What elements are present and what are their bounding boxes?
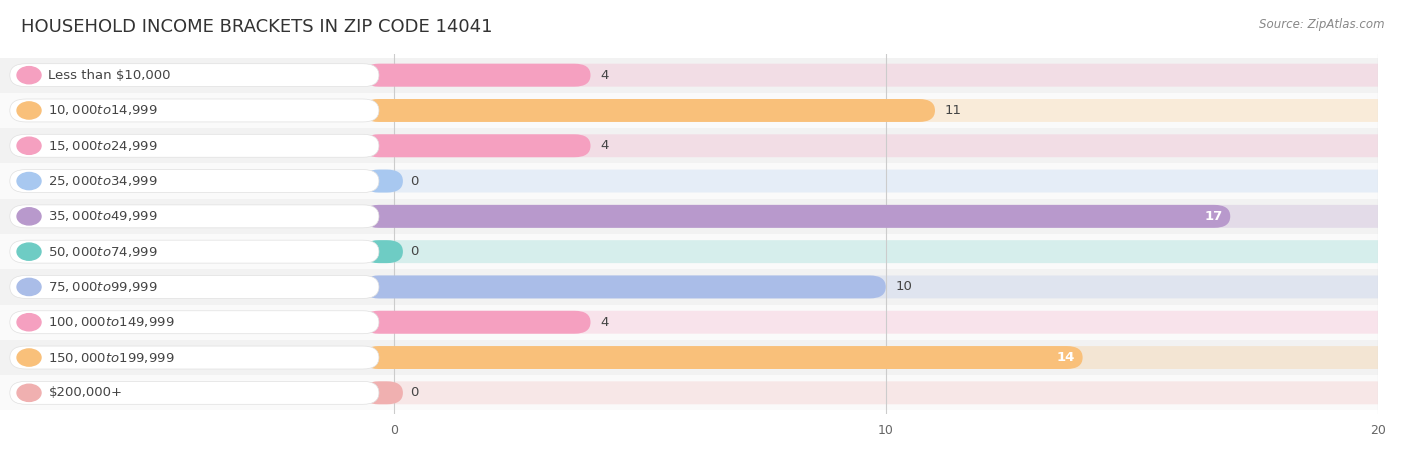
FancyBboxPatch shape <box>363 205 1393 228</box>
FancyBboxPatch shape <box>0 269 1406 305</box>
FancyBboxPatch shape <box>10 311 380 334</box>
FancyBboxPatch shape <box>363 311 1393 334</box>
Circle shape <box>17 102 41 119</box>
Text: 0: 0 <box>411 386 419 399</box>
Text: 10: 10 <box>896 280 912 293</box>
Text: 4: 4 <box>600 69 609 82</box>
Text: $15,000 to $24,999: $15,000 to $24,999 <box>48 139 157 153</box>
Text: $35,000 to $49,999: $35,000 to $49,999 <box>48 209 157 223</box>
FancyBboxPatch shape <box>363 134 1393 157</box>
FancyBboxPatch shape <box>10 134 380 157</box>
Circle shape <box>17 172 41 189</box>
FancyBboxPatch shape <box>363 311 591 334</box>
FancyBboxPatch shape <box>363 99 1393 122</box>
Circle shape <box>17 243 41 260</box>
FancyBboxPatch shape <box>363 275 886 298</box>
FancyBboxPatch shape <box>363 99 935 122</box>
FancyBboxPatch shape <box>363 240 1393 263</box>
FancyBboxPatch shape <box>363 381 404 404</box>
FancyBboxPatch shape <box>10 99 380 122</box>
Text: $150,000 to $199,999: $150,000 to $199,999 <box>48 351 174 364</box>
FancyBboxPatch shape <box>363 64 1393 87</box>
Text: 14: 14 <box>1057 351 1076 364</box>
FancyBboxPatch shape <box>0 93 1406 128</box>
Text: 11: 11 <box>945 104 962 117</box>
Circle shape <box>17 279 41 296</box>
Text: Source: ZipAtlas.com: Source: ZipAtlas.com <box>1260 18 1385 31</box>
FancyBboxPatch shape <box>363 205 1230 228</box>
Text: $200,000+: $200,000+ <box>48 386 122 399</box>
Text: HOUSEHOLD INCOME BRACKETS IN ZIP CODE 14041: HOUSEHOLD INCOME BRACKETS IN ZIP CODE 14… <box>21 18 492 36</box>
Text: 17: 17 <box>1205 210 1223 223</box>
FancyBboxPatch shape <box>0 375 1406 410</box>
Text: Less than $10,000: Less than $10,000 <box>48 69 172 82</box>
FancyBboxPatch shape <box>363 134 591 157</box>
FancyBboxPatch shape <box>363 346 1083 369</box>
Circle shape <box>17 137 41 154</box>
FancyBboxPatch shape <box>363 170 1393 193</box>
FancyBboxPatch shape <box>10 64 380 87</box>
Text: $50,000 to $74,999: $50,000 to $74,999 <box>48 245 157 259</box>
Text: $10,000 to $14,999: $10,000 to $14,999 <box>48 104 157 117</box>
FancyBboxPatch shape <box>0 234 1406 269</box>
FancyBboxPatch shape <box>363 170 404 193</box>
FancyBboxPatch shape <box>363 381 1393 404</box>
FancyBboxPatch shape <box>10 346 380 369</box>
Text: 0: 0 <box>411 175 419 188</box>
FancyBboxPatch shape <box>10 381 380 404</box>
Circle shape <box>17 67 41 84</box>
FancyBboxPatch shape <box>0 163 1406 199</box>
FancyBboxPatch shape <box>363 275 1393 298</box>
Text: 4: 4 <box>600 316 609 329</box>
Circle shape <box>17 349 41 366</box>
FancyBboxPatch shape <box>10 205 380 228</box>
FancyBboxPatch shape <box>10 170 380 193</box>
FancyBboxPatch shape <box>363 64 591 87</box>
Text: 0: 0 <box>411 245 419 258</box>
FancyBboxPatch shape <box>0 128 1406 163</box>
Text: $100,000 to $149,999: $100,000 to $149,999 <box>48 315 174 329</box>
Circle shape <box>17 208 41 225</box>
FancyBboxPatch shape <box>363 346 1393 369</box>
Text: $75,000 to $99,999: $75,000 to $99,999 <box>48 280 157 294</box>
FancyBboxPatch shape <box>0 199 1406 234</box>
Text: $25,000 to $34,999: $25,000 to $34,999 <box>48 174 157 188</box>
Circle shape <box>17 314 41 331</box>
FancyBboxPatch shape <box>0 340 1406 375</box>
FancyBboxPatch shape <box>0 305 1406 340</box>
FancyBboxPatch shape <box>10 240 380 263</box>
Circle shape <box>17 384 41 401</box>
FancyBboxPatch shape <box>10 275 380 298</box>
Text: 4: 4 <box>600 139 609 152</box>
FancyBboxPatch shape <box>363 240 404 263</box>
FancyBboxPatch shape <box>0 58 1406 93</box>
